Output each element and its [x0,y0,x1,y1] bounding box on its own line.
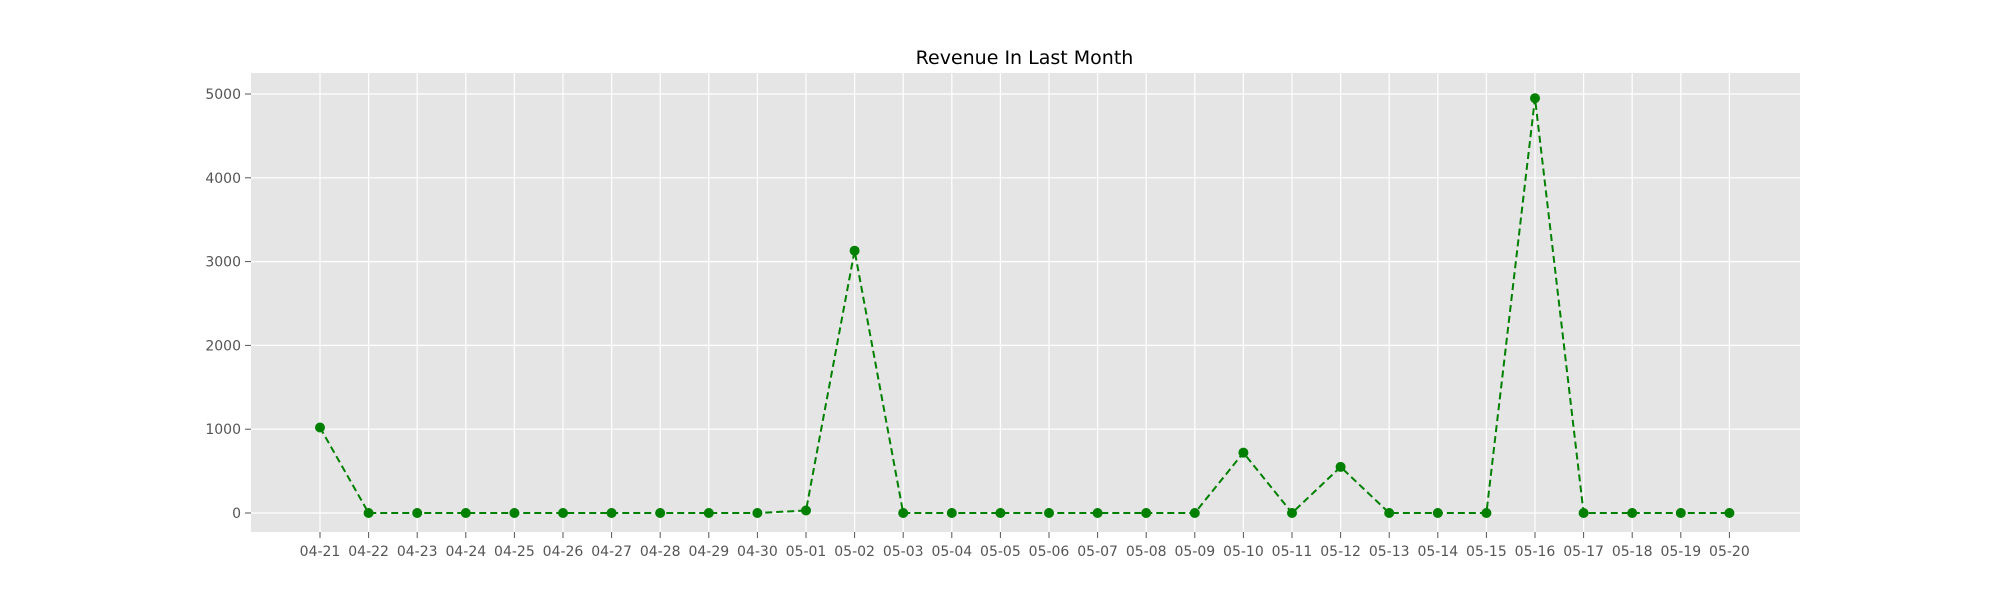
data-point [1044,508,1054,518]
data-point [752,508,763,518]
data-point [946,508,957,518]
data-point [1141,508,1152,518]
x-tick-label: 04-21 [300,544,341,560]
x-tick-label: 04-23 [397,544,438,560]
x-tick-label: 05-06 [1029,544,1070,560]
data-point [1287,508,1297,518]
x-tick-label: 04-22 [348,544,389,560]
data-point [703,508,714,518]
data-point [1724,508,1735,518]
data-point [558,508,568,518]
y-tick-label: 1000 [205,422,241,438]
x-tick-label: 05-07 [1077,544,1118,560]
y-tick-label: 0 [232,506,241,522]
x-tick-label: 05-14 [1417,544,1458,560]
data-point [1627,508,1638,518]
data-point [1432,508,1443,518]
data-point [412,508,423,518]
data-point [363,508,374,518]
chart-title: Revenue In Last Month [916,47,1134,69]
data-point [509,508,520,518]
x-tick-label: 05-17 [1563,544,1604,560]
x-tick-label: 04-30 [737,544,778,560]
data-point [1578,508,1589,518]
data-point [606,508,617,518]
data-point [655,508,666,518]
data-point [1384,508,1395,518]
x-tick-label: 05-10 [1223,544,1264,560]
data-point [1675,508,1686,518]
x-tick-label: 05-04 [931,544,972,560]
x-tick-label: 04-24 [445,544,486,560]
data-point [898,508,909,518]
x-tick-label: 05-20 [1709,544,1750,560]
x-axis: 04-21 04-22 04-23 04-24 04-25 04-26 04-27 04-28… [300,532,1750,560]
grid-lines [251,73,1800,532]
x-tick-label: 05-18 [1612,544,1653,560]
data-point [849,245,860,256]
series-line [319,98,1730,515]
data-point [460,508,471,518]
x-tick-label: 04-28 [640,544,681,560]
series-revenue [315,93,1735,518]
y-tick-label: 5000 [205,87,241,103]
data-point [1238,447,1249,458]
x-tick-label: 05-16 [1515,544,1556,560]
data-point [801,505,811,516]
x-tick-label: 04-29 [688,544,729,560]
x-tick-label: 05-13 [1369,544,1410,560]
data-point [1481,508,1492,518]
y-tick-label: 3000 [205,255,241,271]
x-tick-label: 04-27 [591,544,632,560]
x-tick-label: 04-26 [543,544,584,560]
data-point [315,422,325,433]
x-tick-label: 05-01 [786,544,827,560]
x-tick-label: 05-09 [1174,544,1215,560]
data-point [1092,508,1103,518]
x-tick-label: 05-11 [1272,544,1313,560]
data-point [995,508,1006,518]
x-tick-label: 05-03 [883,544,924,560]
x-tick-label: 05-19 [1660,544,1701,560]
y-axis: 0 1000 2000 3000 4000 5000 [205,87,251,522]
x-tick-label: 05-02 [834,544,875,560]
x-tick-label: 05-08 [1126,544,1167,560]
data-point [1189,508,1200,518]
x-tick-label: 05-12 [1320,544,1361,560]
data-point [1335,461,1346,472]
plot-background [251,73,1800,532]
data-point [1530,93,1540,104]
y-tick-label: 2000 [205,338,241,354]
x-tick-label: 05-05 [980,544,1021,560]
x-tick-label: 05-15 [1466,544,1507,560]
y-tick-label: 4000 [205,171,241,187]
x-tick-label: 04-25 [494,544,535,560]
